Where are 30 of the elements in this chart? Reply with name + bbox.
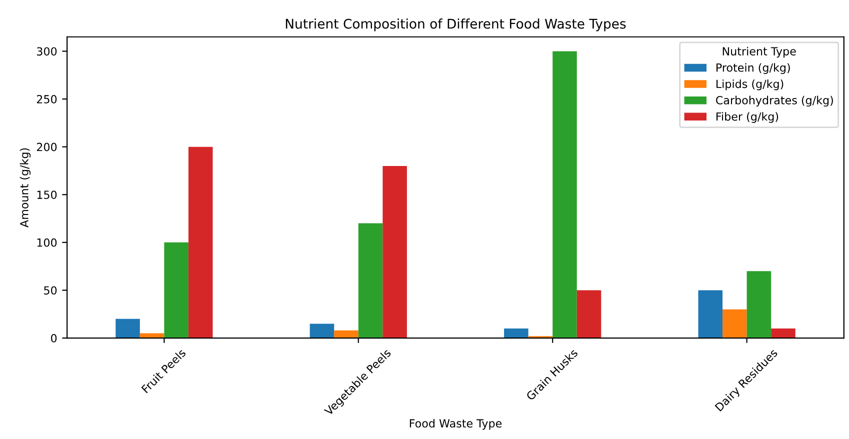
bar bbox=[504, 328, 528, 338]
y-tick-label: 100 bbox=[37, 238, 57, 247]
legend-label: Lipids (g/kg) bbox=[716, 79, 784, 90]
bar bbox=[552, 51, 577, 338]
x-axis-title: Food Waste Type bbox=[410, 418, 502, 430]
bar bbox=[310, 324, 334, 338]
bar bbox=[746, 271, 772, 338]
bar bbox=[188, 146, 213, 338]
bar bbox=[358, 223, 383, 338]
y-tick-label: 150 bbox=[37, 190, 57, 200]
bar bbox=[576, 290, 602, 338]
bar bbox=[698, 290, 723, 338]
bar bbox=[771, 328, 796, 338]
bar bbox=[382, 166, 407, 338]
y-axis-title: Amount (g/kg) bbox=[20, 148, 31, 228]
bar bbox=[140, 333, 164, 338]
y-tick-label: 300 bbox=[36, 47, 57, 56]
y-tick-label: 50 bbox=[44, 286, 57, 295]
y-tick-label: 200 bbox=[36, 142, 57, 152]
legend-title: Nutrient Type bbox=[722, 46, 796, 58]
legend-label: Carbohydrates (g/kg) bbox=[716, 96, 833, 107]
bar bbox=[334, 330, 358, 338]
bar bbox=[722, 309, 747, 338]
bar bbox=[116, 318, 140, 338]
legend-label: Protein (g/kg) bbox=[716, 63, 790, 74]
legend-label: Fiber (g/kg) bbox=[716, 112, 778, 123]
bar bbox=[164, 242, 188, 338]
y-tick-label: 0 bbox=[51, 334, 57, 342]
y-tick-label: 250 bbox=[36, 94, 57, 104]
chart-title: Nutrient Composition of Different Food Waste Types bbox=[286, 18, 626, 32]
